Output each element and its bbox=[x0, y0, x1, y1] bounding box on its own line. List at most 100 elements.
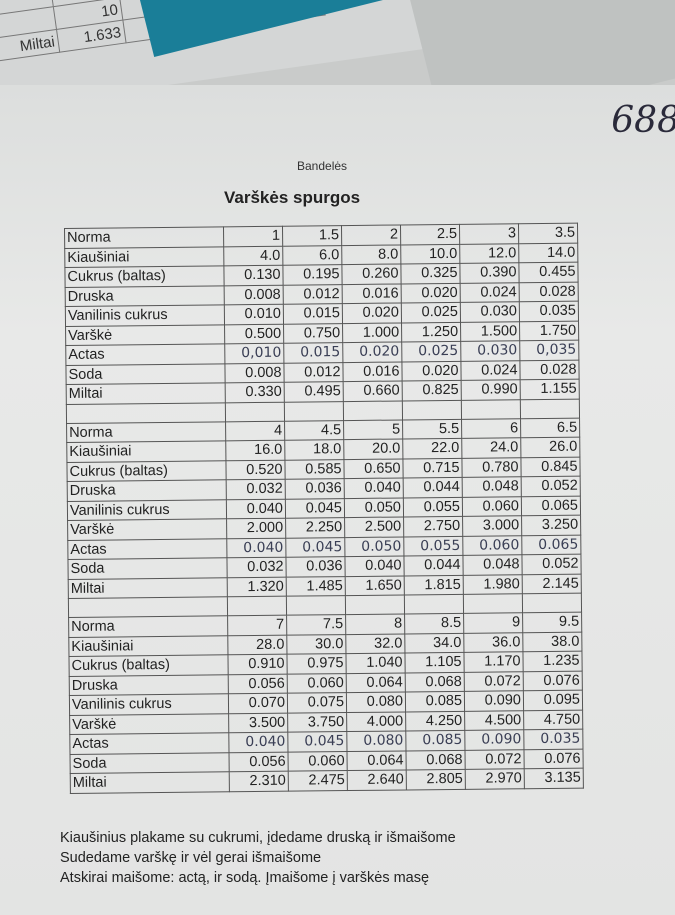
norm-value: 4 bbox=[225, 420, 285, 441]
norm-value: 5.5 bbox=[402, 418, 462, 439]
ingredient-amount: 0.090 bbox=[464, 729, 524, 750]
ingredient-amount: 0.025 bbox=[401, 341, 461, 362]
ingredient-amount: 0.040 bbox=[226, 498, 286, 519]
ingredient-amount: 0.035 bbox=[519, 301, 579, 322]
empty-cell bbox=[227, 596, 287, 616]
empty-cell bbox=[284, 401, 344, 421]
ingredient-amount: 6.0 bbox=[282, 245, 342, 266]
ingredient-amount: 0.330 bbox=[225, 382, 285, 403]
ingredient-amount: 0.052 bbox=[521, 476, 581, 497]
ingredient-amount: 8.0 bbox=[341, 244, 401, 265]
empty-cell bbox=[463, 593, 523, 614]
ingredient-amount: 0.028 bbox=[519, 359, 580, 380]
ingredient-amount: 0.585 bbox=[284, 459, 345, 480]
ingredient-amount: 0.040 bbox=[226, 537, 286, 558]
ingredient-name: Cukrus (baltas) bbox=[66, 460, 227, 482]
ingredient-amount: 0.015 bbox=[283, 342, 343, 363]
ingredient-amount: 0.020 bbox=[401, 282, 461, 303]
ingredients-table-wrap: Norma 1 1.5 2 2.5 3 3.5 Kiaušiniai 4.0 6.0 8.0 10.0… bbox=[64, 223, 584, 794]
ingredient-amount: 4.500 bbox=[464, 710, 524, 731]
ingredient-amount: 0.045 bbox=[285, 537, 345, 558]
empty-cell bbox=[343, 400, 403, 421]
ingredient-amount: 0.016 bbox=[342, 361, 403, 382]
ingredient-amount: 2.500 bbox=[344, 516, 404, 538]
ingredient-amount: 0.036 bbox=[285, 478, 345, 499]
ingredient-amount: 0.660 bbox=[343, 380, 403, 402]
ingredient-name: Druska bbox=[67, 479, 227, 501]
ingredient-amount: 12.0 bbox=[459, 243, 519, 264]
ingredient-amount: 1.105 bbox=[404, 652, 465, 673]
ingredient-amount: 0.780 bbox=[461, 457, 522, 478]
ingredient-amount: 14.0 bbox=[518, 242, 578, 263]
ingredient-amount: 0.035 bbox=[523, 729, 583, 750]
ingredient-amount: 0.910 bbox=[227, 654, 288, 675]
ingredient-amount: 0.325 bbox=[400, 263, 461, 284]
ingredient-amount: 4.0 bbox=[223, 245, 283, 266]
ingredient-name: Cukrus (baltas) bbox=[64, 265, 225, 287]
ingredient-amount: 22.0 bbox=[402, 438, 462, 459]
norm-value: 1 bbox=[223, 226, 283, 247]
ingredient-amount: 0.085 bbox=[405, 730, 465, 751]
ingredient-amount: 0.990 bbox=[461, 379, 521, 400]
ingredient-amount: 0.520 bbox=[225, 459, 286, 480]
ingredient-name: Miltai bbox=[70, 771, 230, 793]
ingredient-amount: 0.495 bbox=[284, 381, 344, 402]
ingredient-amount: 1.500 bbox=[460, 321, 520, 342]
ingredient-amount: 4.000 bbox=[346, 711, 406, 732]
empty-cell bbox=[345, 594, 405, 615]
norm-value: 9.5 bbox=[522, 612, 582, 633]
ingredient-amount: 36.0 bbox=[463, 632, 523, 653]
ingredient-amount: 1.155 bbox=[520, 379, 580, 400]
ingredient-amount: 0.076 bbox=[523, 748, 584, 769]
ingredient-amount: 0.016 bbox=[342, 283, 402, 304]
ingredient-amount: 0.750 bbox=[283, 323, 343, 344]
ingredient-amount: 4.250 bbox=[405, 710, 465, 731]
norm-value: 3 bbox=[459, 223, 519, 244]
ingredient-amount: 0.048 bbox=[462, 476, 522, 497]
norm-value: 8.5 bbox=[404, 613, 464, 634]
ingredient-amount: 2.250 bbox=[285, 517, 345, 538]
ingredient-name: Soda bbox=[67, 557, 228, 579]
ingredient-name: Kiaušiniai bbox=[64, 246, 224, 268]
ingredient-amount: 0.036 bbox=[285, 556, 346, 577]
norm-value: 3.5 bbox=[518, 223, 578, 244]
ingredient-amount: 0.060 bbox=[462, 535, 522, 556]
ingredient-name: Vanilinis cukrus bbox=[65, 304, 225, 326]
empty-cell bbox=[520, 398, 580, 419]
ingredient-amount: 16.0 bbox=[225, 440, 285, 461]
ingredient-amount: 1.650 bbox=[345, 575, 405, 596]
norm-label: Norma bbox=[68, 615, 228, 637]
ingredient-amount: 0.048 bbox=[462, 554, 523, 575]
ingredient-name: Varškė bbox=[69, 713, 229, 735]
ingredient-amount: 1.170 bbox=[463, 651, 524, 672]
empty-cell bbox=[402, 399, 462, 420]
instruction-line: Atskirai maišome: actą, ir sodą. Įmaišom… bbox=[60, 870, 430, 886]
ingredient-amount: 32.0 bbox=[345, 633, 405, 654]
ingredient-amount: 0.056 bbox=[228, 751, 289, 772]
norm-value: 2.5 bbox=[400, 224, 460, 245]
norm-label: Norma bbox=[66, 421, 226, 443]
ingredient-name: Druska bbox=[65, 285, 225, 307]
ingredient-name: Cukrus (baltas) bbox=[68, 654, 229, 676]
ingredient-amount: 2.640 bbox=[347, 769, 407, 791]
ingredient-name: Vanilinis cukrus bbox=[67, 499, 227, 521]
ingredient-amount: 0.050 bbox=[344, 536, 404, 557]
ingredient-amount: 0.020 bbox=[342, 302, 402, 324]
ingredient-amount: 0.090 bbox=[464, 690, 524, 711]
ingredient-amount: 28.0 bbox=[227, 634, 287, 655]
ingredient-amount: 2.970 bbox=[465, 768, 525, 789]
norm-label: Norma bbox=[64, 226, 224, 248]
ingredient-amount: 0.024 bbox=[460, 282, 520, 303]
instruction-line: Kiaušinius plakame su cukrumi, įdedame d… bbox=[60, 830, 456, 846]
empty-cell bbox=[68, 596, 228, 618]
ingredient-amount: 0,035 bbox=[519, 340, 579, 361]
ingredient-amount: 0.045 bbox=[285, 498, 345, 519]
ingredient-amount: 3.750 bbox=[287, 712, 347, 733]
ingredient-amount: 0.032 bbox=[226, 479, 286, 500]
ingredient-amount: 3.135 bbox=[524, 768, 584, 789]
empty-cell bbox=[286, 595, 346, 616]
ingredient-amount: 0.455 bbox=[518, 262, 579, 283]
ingredient-amount: 26.0 bbox=[520, 437, 580, 458]
empty-cell bbox=[522, 593, 582, 613]
ingredient-amount: 0.845 bbox=[520, 456, 581, 477]
